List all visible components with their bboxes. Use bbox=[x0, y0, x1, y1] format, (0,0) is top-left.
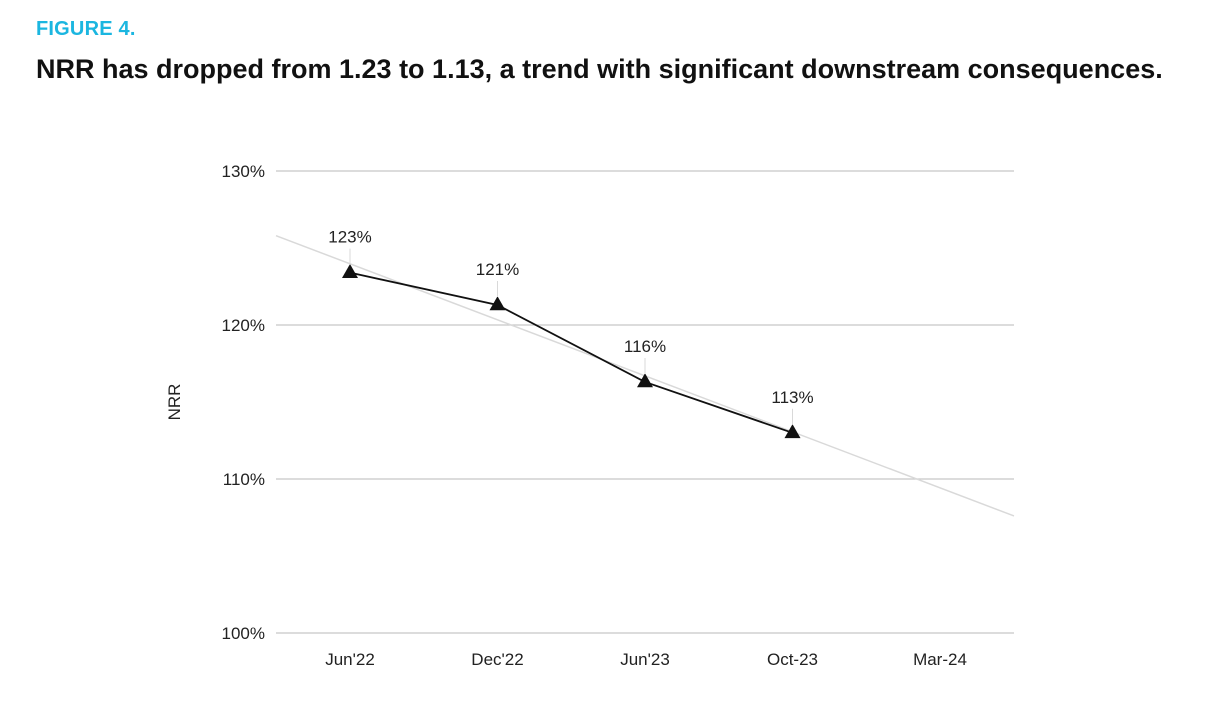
data-label: 116% bbox=[624, 337, 666, 356]
data-label: 121% bbox=[476, 260, 519, 279]
figure-title: NRR has dropped from 1.23 to 1.13, a tre… bbox=[36, 54, 1163, 84]
grid-lines bbox=[276, 170, 1014, 634]
data-label: 123% bbox=[328, 228, 371, 247]
figure-label: FIGURE 4. bbox=[36, 18, 136, 40]
y-tick-label: 100% bbox=[222, 624, 265, 643]
y-tick-label: 130% bbox=[222, 162, 265, 181]
data-label: 113% bbox=[771, 388, 813, 407]
triangle-marker bbox=[637, 373, 653, 388]
series-group bbox=[342, 263, 801, 439]
x-tick-label: Jun'22 bbox=[325, 650, 375, 669]
triangle-marker bbox=[342, 263, 358, 278]
axis-labels-group: 100% 110% 120% 130% Jun'22 Dec'22 Jun'23 Oct-23… bbox=[165, 162, 967, 669]
x-tick-label: Mar-24 bbox=[913, 650, 967, 669]
triangle-marker bbox=[784, 424, 801, 439]
y-tick-label: 110% bbox=[223, 470, 265, 489]
x-tick-label: Oct-23 bbox=[767, 650, 818, 669]
y-tick-label: 120% bbox=[222, 316, 265, 335]
triangle-marker bbox=[489, 296, 506, 311]
series-line bbox=[349, 271, 793, 434]
data-labels-group: 123% 121% 116% 113% bbox=[328, 228, 814, 425]
x-tick-label: Dec'22 bbox=[471, 650, 523, 669]
y-axis-title: NRR bbox=[165, 384, 184, 421]
x-tick-label: Jun'23 bbox=[620, 650, 670, 669]
